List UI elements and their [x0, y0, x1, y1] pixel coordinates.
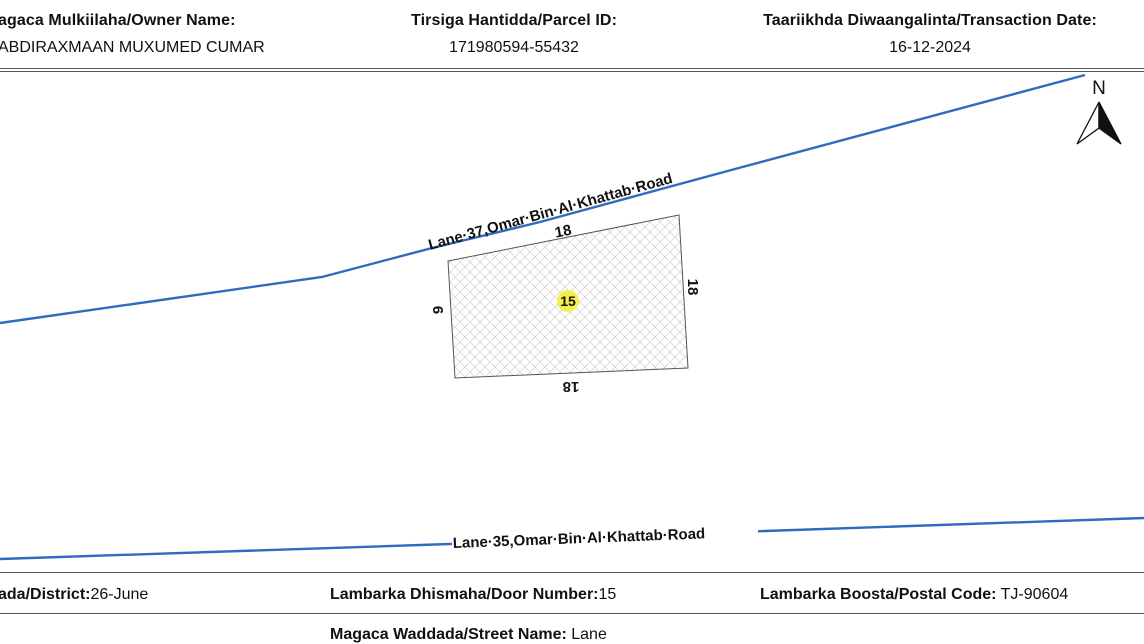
street-name-label: Magaca Waddada/Street Name: [330, 626, 567, 643]
transaction-date-value: 16-12-2024 [889, 39, 971, 56]
transaction-date-block: Taariikhda Diwaangalinta/Transaction Dat… [740, 12, 1120, 57]
parcel-id-block: Tirsiga Hantidda/Parcel ID: 171980594-55… [398, 12, 630, 57]
street-name-value: Lane [566, 626, 607, 643]
owner-value: ABDIRAXMAAN MUXUMED CUMAR [0, 39, 265, 56]
north-arrow-icon [1076, 101, 1122, 145]
footer-divider-top [0, 572, 1144, 573]
owner-label: agaca Mulkiilaha/Owner Name: [0, 12, 236, 29]
postal-code-value: TJ-90604 [996, 586, 1069, 603]
parcel-number-highlight [557, 290, 579, 312]
parcel-map: Lane·37,Omar·Bin·Al·Khattab·Road Lane·35… [0, 73, 1144, 561]
door-number-field: Lambarka Dhismaha/Door Number:15 [330, 586, 616, 604]
parcel-dimension-bottom: 18 [563, 378, 580, 395]
postal-code-field: Lambarka Boosta/Postal Code: TJ-90604 [760, 586, 1068, 604]
door-number-value: 15 [598, 586, 617, 603]
footer-divider-bottom [0, 613, 1144, 614]
transaction-date-label: Taariikhda Diwaangalinta/Transaction Dat… [763, 12, 1097, 29]
district-label: ada/District: [0, 586, 91, 603]
parcel-dimension-top: 18 [553, 222, 573, 242]
parcel-id-value: 171980594-55432 [449, 39, 579, 56]
parcel-header: agaca Mulkiilaha/Owner Name: ABDIRAXMAAN… [0, 0, 1144, 72]
parcel-number: 15 [560, 293, 576, 309]
district-value: 26-June [90, 586, 149, 603]
header-divider [0, 68, 1144, 69]
door-number-label: Lambarka Dhismaha/Door Number: [330, 586, 599, 603]
district-field: ada/District:26-June [0, 586, 148, 604]
parcel-id-label: Tirsiga Hantidda/Parcel ID: [410, 12, 618, 29]
header-divider-inner [0, 71, 1144, 72]
owner-block: agaca Mulkiilaha/Owner Name: ABDIRAXMAAN… [0, 12, 265, 57]
north-label: N [1092, 78, 1106, 99]
postal-code-label: Lambarka Boosta/Postal Code: [760, 586, 997, 603]
road-lane-37 [0, 73, 1086, 325]
parcel-dimension-right: 18 [684, 279, 701, 296]
parcel-dimension-left: 9 [430, 306, 447, 314]
street-name-field: Magaca Waddada/Street Name: Lane [330, 626, 607, 644]
road-lane-35-label-mask [452, 530, 758, 552]
